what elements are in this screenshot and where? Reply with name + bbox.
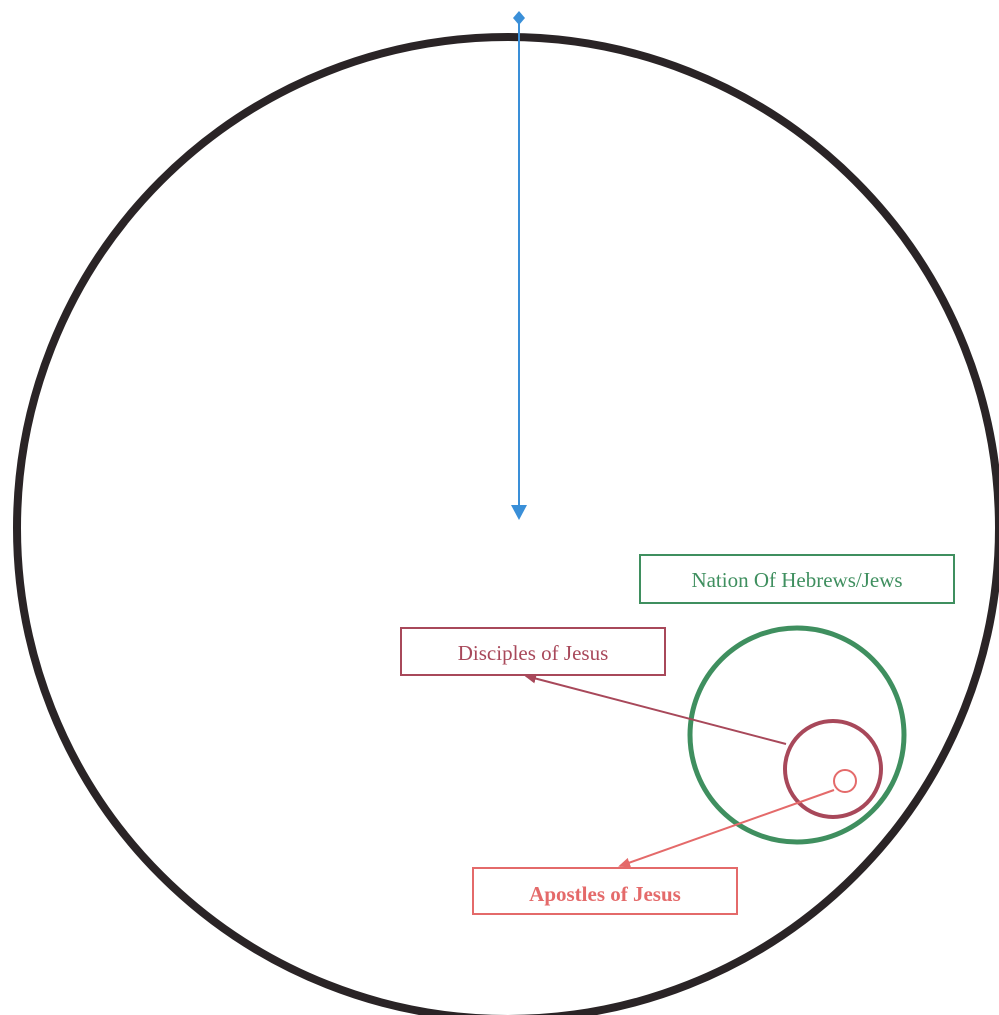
nation-label-box	[639, 554, 955, 604]
diamond-icon	[513, 11, 525, 25]
apostles-circle	[833, 769, 857, 793]
outer-circle	[13, 33, 999, 1015]
disciples-label: Disciples of Jesus	[458, 641, 609, 665]
disciples-circle	[783, 719, 883, 819]
apostles-label: Apostles of Jesus	[529, 882, 681, 906]
apostles-arrow	[618, 789, 835, 868]
disciples-label-box	[400, 627, 666, 676]
apostles-label-box	[472, 867, 738, 915]
nation-label: Nation Of Hebrews/Jews	[691, 568, 902, 592]
nation-circle	[687, 625, 907, 845]
disciples-arrow	[524, 673, 787, 745]
arrowhead-icon	[511, 505, 527, 520]
